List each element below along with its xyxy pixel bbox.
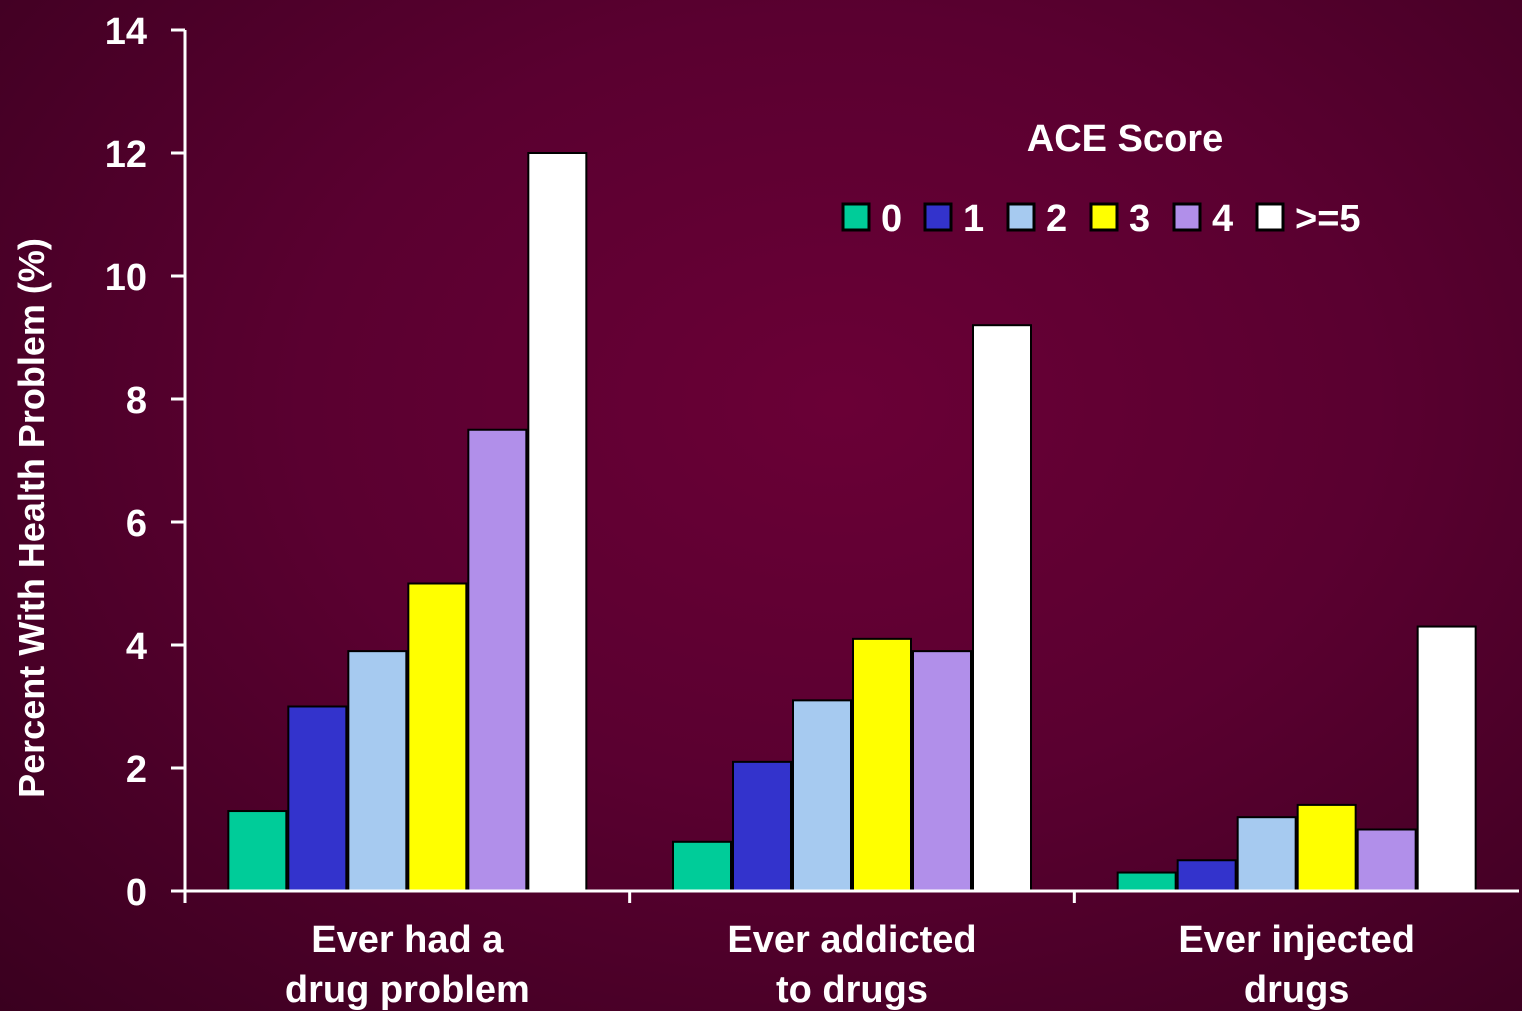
legend-label-2: 2 [1046, 198, 1067, 240]
y-tick-label: 2 [126, 749, 147, 791]
y-axis-ticks: 0 2 4 6 8 10 12 14 [105, 11, 185, 914]
bar-series-5-cat-1 [972, 324, 1032, 892]
x-category-label: to drugs [776, 969, 928, 1011]
x-category-label: drugs [1244, 969, 1350, 1011]
bar-series-1-cat-2 [1176, 859, 1237, 892]
y-axis-title-group: Percent With Health Problem (%) [11, 238, 52, 798]
y-tick-label: 14 [105, 11, 147, 53]
bar-series-1-cat-0 [287, 705, 348, 892]
bar-series-3-cat-1 [852, 637, 912, 892]
legend: ACE Score 0 1 2 3 4 >=5 [841, 118, 1361, 240]
axes [183, 30, 1519, 903]
legend-label-4: 4 [1212, 198, 1233, 240]
bar-series-4-cat-0 [467, 428, 528, 892]
bar-series-5-cat-0 [527, 152, 588, 892]
bar-series-4-cat-1 [912, 650, 972, 893]
legend-swatch-5 [1255, 202, 1285, 232]
x-category-label: Ever injected [1178, 919, 1415, 961]
legend-label-3: 3 [1129, 198, 1150, 240]
bar-series-3-cat-2 [1296, 803, 1357, 893]
bar-series-2-cat-2 [1236, 816, 1297, 893]
legend-swatch-2 [1006, 202, 1036, 232]
y-tick-label: 12 [105, 134, 147, 176]
legend-swatch-1 [923, 202, 953, 232]
x-category-label: drug problem [285, 969, 530, 1011]
bar-series-2-cat-1 [792, 699, 852, 892]
bar-series-2-cat-0 [347, 650, 408, 893]
category-labels: Ever had a drug problem Ever addicted to dr… [285, 919, 1415, 1011]
bars [227, 152, 1477, 893]
bar-series-1-cat-1 [732, 760, 792, 892]
bar-series-3-cat-0 [407, 582, 468, 892]
y-tick-label: 0 [126, 872, 147, 914]
legend-label-5: >=5 [1295, 198, 1361, 240]
bar-series-4-cat-2 [1356, 828, 1417, 892]
y-tick-label: 6 [126, 503, 147, 545]
y-tick-label: 4 [126, 626, 147, 668]
y-tick-label: 8 [126, 380, 147, 422]
y-axis-title: Percent With Health Problem (%) [11, 238, 52, 798]
bar-series-0-cat-2 [1116, 871, 1177, 892]
legend-label-1: 1 [963, 198, 984, 240]
bar-series-0-cat-1 [672, 840, 732, 892]
bar-series-0-cat-0 [227, 810, 288, 892]
legend-swatch-3 [1089, 202, 1119, 232]
legend-label-0: 0 [881, 198, 902, 240]
y-tick-label: 10 [105, 257, 147, 299]
x-category-label: Ever had a [311, 919, 504, 961]
x-category-label: Ever addicted [727, 919, 976, 961]
legend-swatch-4 [1172, 202, 1202, 232]
legend-title: ACE Score [1027, 118, 1223, 160]
bar-series-5-cat-2 [1416, 625, 1477, 892]
legend-swatch-0 [841, 202, 871, 232]
